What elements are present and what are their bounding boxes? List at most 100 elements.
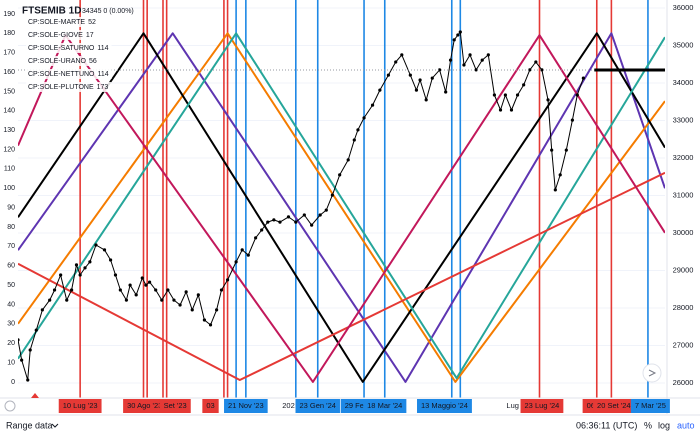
date-label-box [202, 399, 219, 413]
y-tick-label: 140 [3, 108, 15, 115]
price-dot [166, 288, 170, 292]
price-dot [128, 283, 132, 287]
legend-name: CP:SOLE-MARTE [28, 19, 85, 26]
legend-name: CP:SOLE-PLUTONE [28, 84, 94, 91]
y2-tick-label: 29000 [673, 265, 694, 274]
date-label: 202 [282, 401, 295, 410]
y-tick-label: 40 [7, 301, 15, 308]
chart-title: FTSEMIB 1D [22, 6, 81, 17]
price-dot [70, 288, 74, 292]
y-tick-label: 90 [7, 204, 15, 211]
price-dot [564, 148, 568, 152]
price-dot [522, 83, 526, 87]
y2-tick-label: 28000 [673, 303, 694, 312]
legend-value: 56 [89, 58, 97, 65]
legend-name: CP:SOLE-URANO [28, 58, 87, 65]
scroll-icon [648, 369, 657, 377]
date-label-box [123, 399, 167, 413]
price-dot [458, 30, 462, 34]
quote: 34345 0 (0.00%) [82, 8, 134, 15]
price-dot [302, 213, 306, 217]
price-dot [515, 93, 520, 97]
cycle-line [18, 171, 665, 381]
legend-value: 17 [86, 32, 94, 39]
y-tick-label: 150 [3, 88, 15, 95]
price-dot [52, 288, 57, 292]
price-dot [34, 328, 38, 332]
price-dot [109, 258, 113, 262]
y-tick-label: 20 [7, 340, 15, 347]
price-dot [575, 93, 579, 97]
price-dot [550, 148, 554, 152]
price-dot [430, 76, 434, 80]
clock: 06:36:11 (UTC) [576, 420, 637, 430]
date-label: 10 Lug '23 [63, 401, 98, 410]
price-dot [570, 118, 574, 122]
range-button[interactable]: Range data [6, 420, 53, 430]
zoom-button[interactable] [4, 400, 16, 412]
y2-tick-label: 26000 [673, 378, 694, 387]
y2-tick-label: 36000 [673, 3, 694, 12]
date-label: 03 [206, 401, 214, 410]
legend-value: 52 [88, 19, 96, 26]
axes: 0 10 20 30 40 50 60 70 80 90 100 110 120 130 140 150 160… [3, 3, 693, 413]
date-label-box [363, 399, 407, 413]
price-dot [394, 60, 398, 64]
legend-bg [26, 69, 112, 79]
price-dot [196, 293, 200, 297]
price-dot [338, 173, 342, 177]
price-dot [509, 108, 514, 112]
price-dot [444, 90, 448, 94]
price-dot [219, 288, 224, 292]
price-dot [362, 116, 366, 120]
price-dot [18, 338, 20, 342]
y2-tick-label: 27000 [673, 340, 694, 349]
price-dot [147, 280, 152, 284]
y-tick-label: 120 [3, 146, 15, 153]
y-tick-label: 50 [7, 282, 15, 289]
price-dot [208, 323, 213, 327]
date-label: 30 Ago '23 [127, 401, 162, 410]
y2-tick-label: 35000 [673, 40, 694, 49]
scroll-button[interactable] [642, 363, 662, 383]
price-dot [272, 218, 276, 222]
y2-tick-label: 34000 [673, 78, 694, 87]
date-label-box [630, 399, 670, 413]
y2-tick-label: 33000 [673, 115, 694, 124]
y-tick-label: 60 [7, 263, 15, 270]
price-dot [246, 253, 250, 257]
date-label: 20 Set '24 [597, 401, 631, 410]
date-label: 18 Mar '24 [367, 401, 402, 410]
date-label-box [520, 399, 564, 413]
price-dot [124, 298, 129, 302]
percent-toggle[interactable]: % [644, 420, 652, 430]
price-dot [456, 33, 460, 37]
date-label-box [58, 399, 102, 413]
price-dot [486, 53, 490, 57]
price-dot [330, 193, 334, 197]
price-dot [294, 220, 298, 224]
date-label-box [224, 399, 268, 413]
price-dot [215, 308, 219, 312]
price-dot [437, 68, 442, 72]
date-label-box [593, 399, 635, 413]
y-tick-label: 30 [7, 321, 15, 328]
price-dot [452, 38, 456, 42]
price-dot [78, 273, 82, 277]
price-dot [528, 68, 532, 72]
price-dot [134, 293, 138, 297]
price-dot [462, 63, 466, 67]
price-dot [225, 278, 230, 282]
y-tick-label: 80 [7, 224, 15, 231]
price-dot [253, 236, 258, 240]
log-toggle[interactable]: log [658, 420, 670, 430]
legend-name: CP:SOLE-GIOVE [28, 32, 83, 39]
price-dot [310, 223, 314, 227]
y2-tick-label: 31000 [673, 190, 694, 199]
price-dot [260, 228, 264, 232]
price-dot [144, 283, 148, 287]
price-dot [202, 318, 207, 322]
auto-toggle[interactable]: auto [677, 420, 695, 430]
price-dot [102, 248, 107, 252]
